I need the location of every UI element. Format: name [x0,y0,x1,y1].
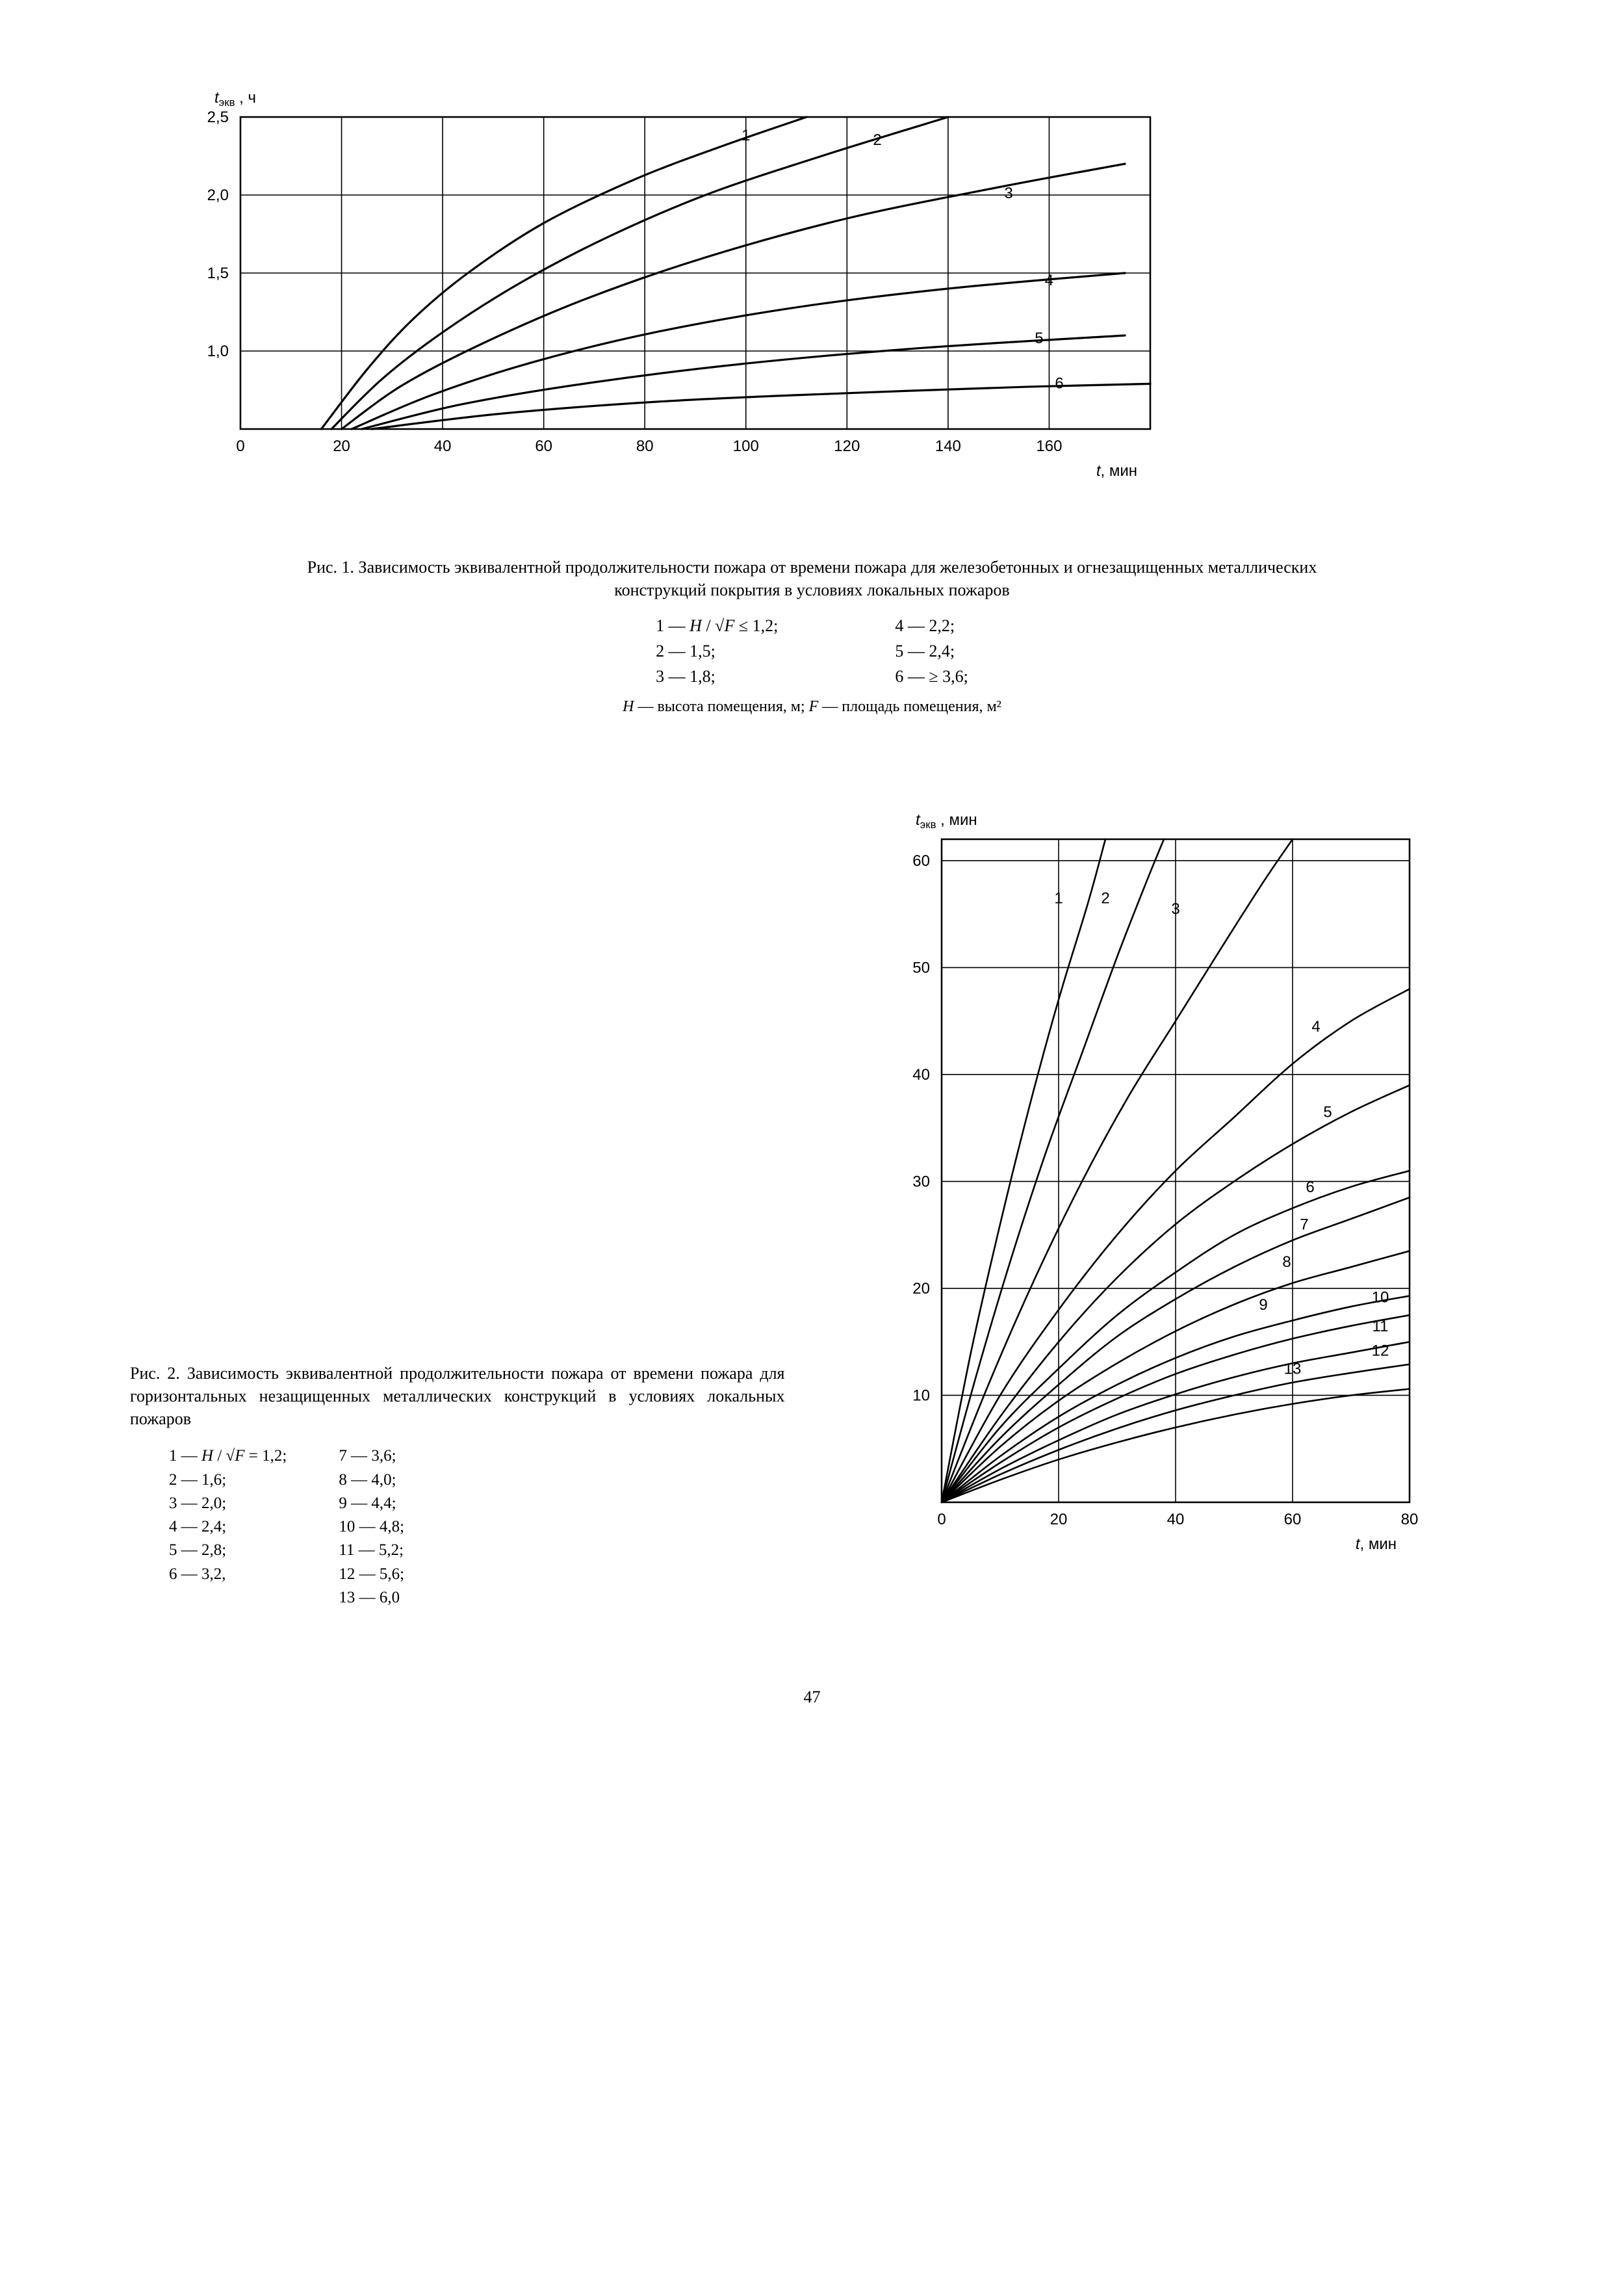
figure-1-legend-left: 1 — H / √F ≤ 1,2;2 — 1,5;3 — 1,8; [656,613,778,689]
legend-line: 3 — 2,0; [169,1492,287,1515]
svg-text:1,5: 1,5 [207,265,229,282]
svg-text:10: 10 [1372,1289,1389,1307]
legend-line: 9 — 4,4; [339,1492,404,1515]
svg-text:4: 4 [1311,1018,1320,1036]
svg-text:1,0: 1,0 [207,343,229,360]
svg-text:5: 5 [1323,1104,1332,1121]
svg-text:2: 2 [873,131,881,149]
legend-line: 4 — 2,4; [169,1515,287,1539]
svg-text:2,0: 2,0 [207,187,229,204]
legend-line: 1 — H / √F ≤ 1,2; [656,613,778,638]
figure-1-block: 0 20 40 60 80 100 120 140 160 1,0 1,5 2,0 2,5 1 2 3 4 5 6 t… [130,78,1494,716]
legend-line: 13 — 6,0 [339,1586,404,1610]
figure-1-legend: 1 — H / √F ≤ 1,2;2 — 1,5;3 — 1,8; 4 — 2,… [130,613,1494,689]
svg-text:10: 10 [912,1387,930,1405]
legend-line: 12 — 5,6; [339,1563,404,1586]
figure-1-caption: Рис. 1. Зависимость эквивалентной продол… [260,556,1365,601]
svg-text:60: 60 [912,852,930,870]
svg-text:7: 7 [1300,1216,1308,1234]
svg-text:60: 60 [1284,1511,1302,1528]
figure-2-caption: Рис. 2. Зависимость эквивалентной продол… [130,1362,785,1430]
figure-2-legend-right: 7 — 3,6;8 — 4,0;9 — 4,4;10 — 4,8;11 — 5,… [339,1444,404,1610]
svg-text:4: 4 [1045,272,1053,289]
svg-text:2: 2 [1101,890,1109,907]
svg-text:0: 0 [937,1511,946,1528]
legend-line: 2 — 1,6; [169,1468,287,1492]
figure-2-text: Рис. 2. Зависимость эквивалентной продол… [130,1345,785,1610]
svg-text:100: 100 [733,437,759,455]
figure-2-svg: 02040608010203040506012345678910111213tэ… [844,794,1494,1606]
svg-text:160: 160 [1036,437,1062,455]
svg-text:9: 9 [1259,1296,1267,1314]
figure-2-chart: 02040608010203040506012345678910111213tэ… [844,794,1494,1610]
svg-text:tэкв , мин: tэкв , мин [916,811,977,831]
svg-text:3: 3 [1005,185,1013,202]
svg-text:40: 40 [434,437,452,455]
legend-line: 11 — 5,2; [339,1539,404,1562]
legend-line: 10 — 4,8; [339,1515,404,1539]
figure-2-block: Рис. 2. Зависимость эквивалентной продол… [130,794,1494,1610]
legend-line: 7 — 3,6; [339,1444,404,1468]
svg-text:80: 80 [636,437,654,455]
legend-line: 8 — 4,0; [339,1468,404,1492]
legend-line: 5 — 2,4; [895,638,968,664]
figure-1-svg: 0 20 40 60 80 100 120 140 160 1,0 1,5 2,0 2,5 1 2 3 4 5 6 t… [130,78,1235,533]
svg-text:2,5: 2,5 [207,109,229,126]
legend-line: 6 — 3,2, [169,1563,287,1586]
figure-1-chart: 0 20 40 60 80 100 120 140 160 1,0 1,5 2,0 2,5 1 2 3 4 5 6 t… [130,78,1494,536]
svg-text:60: 60 [535,437,552,455]
svg-text:1: 1 [741,127,750,144]
svg-text:20: 20 [1050,1511,1068,1528]
legend-line: 4 — 2,2; [895,613,968,638]
svg-text:20: 20 [333,437,350,455]
svg-text:120: 120 [834,437,860,455]
svg-text:t, мин: t, мин [1096,462,1137,480]
svg-text:t, мин: t, мин [1356,1535,1397,1553]
svg-text:140: 140 [935,437,961,455]
page-number: 47 [130,1688,1494,1707]
figure-2-legend-left: 1 — H / √F = 1,2;2 — 1,6;3 — 2,0;4 — 2,4… [169,1444,287,1610]
legend-line: 3 — 1,8; [656,664,778,689]
svg-text:40: 40 [1167,1511,1185,1528]
svg-text:3: 3 [1171,900,1179,918]
legend-line: 5 — 2,8; [169,1539,287,1562]
svg-text:20: 20 [912,1280,930,1298]
svg-text:tэкв , ч: tэкв , ч [214,89,256,109]
svg-text:1: 1 [1054,890,1063,907]
legend-line: 1 — H / √F = 1,2; [169,1444,287,1468]
svg-text:0: 0 [236,437,244,455]
svg-text:8: 8 [1282,1253,1291,1271]
svg-text:11: 11 [1373,1318,1389,1335]
figure-1-footnote: H — высота помещения, м; F — площадь пом… [130,698,1494,716]
svg-text:80: 80 [1401,1511,1419,1528]
svg-text:50: 50 [912,959,930,977]
svg-text:30: 30 [912,1173,930,1191]
svg-text:6: 6 [1055,375,1063,393]
legend-line: 2 — 1,5; [656,638,778,664]
svg-text:13: 13 [1284,1361,1302,1378]
svg-text:5: 5 [1035,330,1043,347]
figure-1-legend-right: 4 — 2,2;5 — 2,4;6 — ≥ 3,6; [895,613,968,689]
legend-line: 6 — ≥ 3,6; [895,664,968,689]
svg-text:40: 40 [912,1066,930,1084]
figure-2-legend: 1 — H / √F = 1,2;2 — 1,6;3 — 2,0;4 — 2,4… [130,1444,785,1610]
svg-text:12: 12 [1372,1342,1389,1360]
svg-text:6: 6 [1306,1179,1314,1196]
